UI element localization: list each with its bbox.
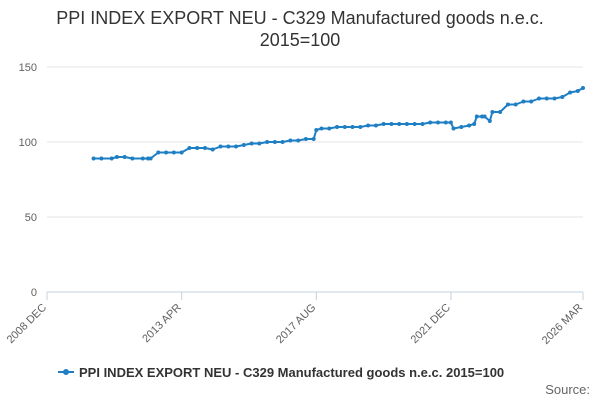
x-tick-label-1: 2013 APR [140, 302, 184, 346]
data-point-2014-07[interactable] [218, 144, 223, 149]
data-point-2011-06[interactable] [122, 155, 127, 159]
data-point-2023-04[interactable] [490, 110, 495, 114]
data-point-2018-07[interactable] [342, 125, 347, 129]
source-credit[interactable]: Source: [545, 382, 590, 397]
y-tick-label-100: 100 [19, 137, 37, 149]
chart-subtitle: 2015=100 [260, 30, 341, 50]
data-point-2021-01[interactable] [420, 122, 425, 126]
data-point-2013-10[interactable] [195, 146, 200, 150]
legend-point-marker [63, 369, 69, 375]
data-point-2023-03[interactable] [487, 119, 492, 123]
data-point-2022-01[interactable] [451, 126, 456, 131]
data-point-2020-10[interactable] [412, 122, 417, 126]
data-point-2017-04[interactable] [303, 137, 308, 141]
data-point-2020-04[interactable] [397, 122, 402, 126]
data-point-2017-07[interactable] [311, 137, 316, 141]
data-point-2022-07[interactable] [467, 123, 472, 128]
data-point-2021-12[interactable] [448, 120, 453, 125]
data-point-2025-04[interactable] [552, 96, 557, 101]
data-point-2015-04[interactable] [241, 143, 246, 147]
data-point-2016-01[interactable] [265, 140, 270, 144]
data-point-2011-01[interactable] [109, 156, 114, 161]
data-point-2016-04[interactable] [272, 140, 277, 144]
x-tick-label-0: 2008 DEC [5, 302, 49, 346]
data-point-2014-10[interactable] [226, 144, 231, 149]
data-point-2017-01[interactable] [296, 138, 301, 143]
data-point-2022-09[interactable] [472, 122, 477, 126]
data-point-2020-07[interactable] [404, 122, 409, 126]
data-point-2023-01[interactable] [482, 114, 487, 119]
data-point-2024-07[interactable] [529, 99, 534, 104]
data-point-2016-10[interactable] [288, 138, 293, 143]
data-point-2012-01[interactable] [140, 156, 145, 161]
data-point-2015-07[interactable] [249, 141, 254, 146]
data-point-2023-10[interactable] [505, 102, 510, 107]
data-point-2025-07[interactable] [560, 95, 565, 99]
y-tick-label-50: 50 [25, 212, 37, 224]
legend[interactable]: PPI INDEX EXPORT NEU - C329 Manufactured… [58, 365, 504, 380]
data-point-2026-01[interactable] [575, 89, 580, 93]
data-point-2021-07[interactable] [436, 120, 440, 125]
data-point-2011-09[interactable] [130, 156, 135, 161]
data-point-2010-09[interactable] [99, 156, 104, 161]
y-tick-label-0: 0 [31, 287, 37, 299]
data-point-2012-04[interactable] [148, 156, 153, 161]
data-point-2015-10[interactable] [257, 141, 262, 146]
data-point-2018-10[interactable] [350, 125, 355, 129]
data-point-2018-04[interactable] [335, 125, 339, 129]
x-tick-label-2: 2017 AUG [274, 302, 318, 346]
data-point-2024-01[interactable] [513, 102, 518, 107]
data-point-2012-07[interactable] [156, 150, 161, 155]
series-line-0[interactable] [93, 87, 584, 160]
data-point-2026-03[interactable] [581, 86, 585, 90]
data-point-2019-07[interactable] [373, 123, 378, 128]
legend-item-label[interactable]: PPI INDEX EXPORT NEU - C329 Manufactured… [79, 365, 504, 380]
data-point-2017-08[interactable] [314, 128, 319, 132]
data-point-2020-01[interactable] [389, 122, 394, 126]
data-point-2022-10[interactable] [474, 114, 479, 119]
data-point-2013-01[interactable] [171, 150, 176, 155]
data-point-2017-10[interactable] [319, 126, 324, 131]
data-point-2015-01[interactable] [234, 144, 238, 149]
data-point-2016-07[interactable] [280, 140, 285, 144]
y-tick-label-150: 150 [19, 62, 37, 74]
data-point-2010-06[interactable] [91, 156, 96, 161]
x-tick-label-3: 2021 DEC [409, 302, 453, 346]
data-point-2021-04[interactable] [428, 120, 433, 125]
data-point-2014-01[interactable] [203, 146, 207, 150]
x-tick-label-4: 2026 MAR [540, 302, 585, 347]
data-point-2013-04[interactable] [179, 150, 184, 155]
data-point-2012-10[interactable] [164, 150, 169, 155]
data-point-2021-10[interactable] [443, 120, 448, 125]
data-point-2025-10[interactable] [568, 90, 573, 95]
data-point-2013-07[interactable] [187, 146, 192, 150]
chart-title: PPI INDEX EXPORT NEU - C329 Manufactured… [56, 8, 544, 28]
data-point-2025-01[interactable] [544, 96, 549, 101]
data-point-2014-04[interactable] [210, 147, 215, 152]
data-point-2011-03[interactable] [114, 155, 119, 159]
data-point-2024-04[interactable] [521, 99, 526, 104]
data-point-2018-01[interactable] [327, 126, 332, 131]
data-point-2019-04[interactable] [366, 123, 371, 128]
data-point-2019-01[interactable] [358, 125, 363, 129]
data-point-2019-10[interactable] [381, 122, 386, 126]
data-point-2023-07[interactable] [498, 110, 503, 114]
data-point-2024-10[interactable] [537, 96, 541, 101]
data-point-2022-04[interactable] [459, 125, 464, 129]
